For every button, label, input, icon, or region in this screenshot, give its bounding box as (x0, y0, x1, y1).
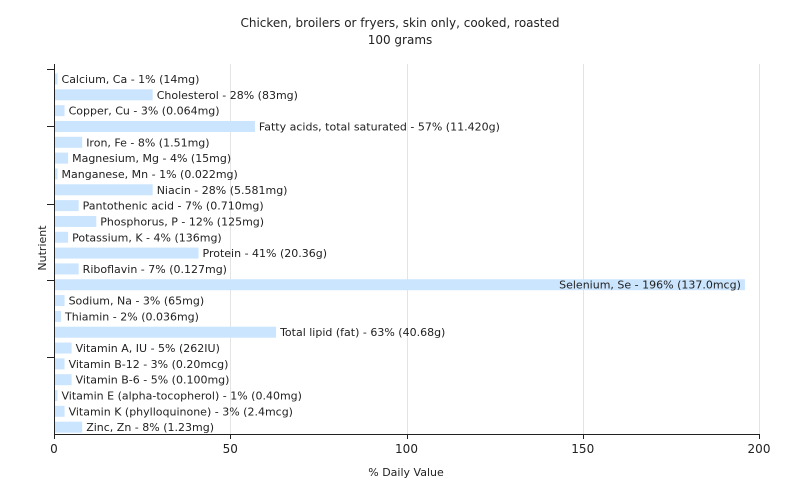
x-tick-labels: 0 50 100 150 200 (50, 442, 770, 456)
bar (55, 421, 83, 433)
bar (55, 310, 62, 322)
x-tick-label: 0 (50, 442, 58, 456)
bar (55, 136, 83, 148)
bar-label: Thiamin - 2% (0.036mg) (64, 310, 199, 323)
bar (55, 295, 65, 307)
bar (55, 263, 79, 275)
bar-label: Pantothenic acid - 7% (0.710mg) (83, 200, 264, 213)
bar-label: Vitamin B-6 - 5% (0.100mg) (76, 374, 230, 387)
chart-title: Chicken, broilers or fryers, skin only, … (240, 16, 559, 30)
bar-label: Vitamin K (phylloquinone) - 3% (2.4mcg) (69, 405, 293, 418)
bar-label: Vitamin B-12 - 3% (0.20mcg) (69, 358, 229, 371)
bar-label: Riboflavin - 7% (0.127mg) (83, 263, 227, 276)
x-tick-label: 50 (223, 442, 238, 456)
x-axis-label: % Daily Value (368, 466, 444, 479)
bar (55, 358, 65, 370)
bar-label: Vitamin A, IU - 5% (262IU) (76, 342, 220, 355)
x-tick-label: 100 (395, 442, 418, 456)
bar (55, 247, 199, 259)
bar (55, 168, 58, 180)
y-axis-label: Nutrient (36, 225, 49, 271)
bar (55, 184, 153, 196)
bar (55, 120, 255, 132)
bar (55, 215, 97, 227)
bar (55, 152, 69, 164)
axes-group (47, 64, 760, 439)
bar (55, 89, 153, 101)
bar (55, 231, 69, 243)
bar (55, 374, 72, 386)
bar (55, 342, 72, 354)
bar-label: Vitamin E (alpha-tocopherol) - 1% (0.40m… (62, 390, 302, 403)
bar-label: Fatty acids, total saturated - 57% (11.4… (259, 120, 500, 133)
x-tick-label: 200 (748, 442, 771, 456)
bar (55, 200, 79, 212)
bar-label: Protein - 41% (20.36g) (203, 247, 328, 260)
bar (55, 326, 277, 338)
bar (55, 390, 58, 402)
bar (55, 405, 65, 417)
bar-label: Niacin - 28% (5.581mg) (157, 184, 288, 197)
bar (55, 73, 58, 85)
bar-label: Phosphorus, P - 12% (125mg) (100, 215, 264, 228)
bar-label: Copper, Cu - 3% (0.064mg) (69, 105, 220, 118)
bar-label: Manganese, Mn - 1% (0.022mg) (62, 168, 238, 181)
bar-label: Potassium, K - 4% (136mg) (72, 231, 222, 244)
bar-label: Calcium, Ca - 1% (14mg) (62, 73, 200, 86)
grid-lines (230, 64, 760, 434)
bar-label: Sodium, Na - 3% (65mg) (69, 295, 205, 308)
bar-label: Cholesterol - 28% (83mg) (157, 89, 298, 102)
bar-label: Iron, Fe - 8% (1.51mg) (86, 136, 209, 149)
x-tick-label: 150 (571, 442, 594, 456)
bar-label: Magnesium, Mg - 4% (15mg) (72, 152, 231, 165)
bar-label: Zinc, Zn - 8% (1.23mg) (86, 421, 214, 434)
bar-label: Selenium, Se - 196% (137.0mcg) (559, 279, 741, 292)
bars-group: Calcium, Ca - 1% (14mg) Cholesterol - 28%… (55, 73, 745, 434)
bar (55, 105, 65, 117)
bar-label: Total lipid (fat) - 63% (40.68g) (279, 326, 445, 339)
chart-subtitle: 100 grams (368, 33, 433, 47)
bar (55, 279, 745, 291)
